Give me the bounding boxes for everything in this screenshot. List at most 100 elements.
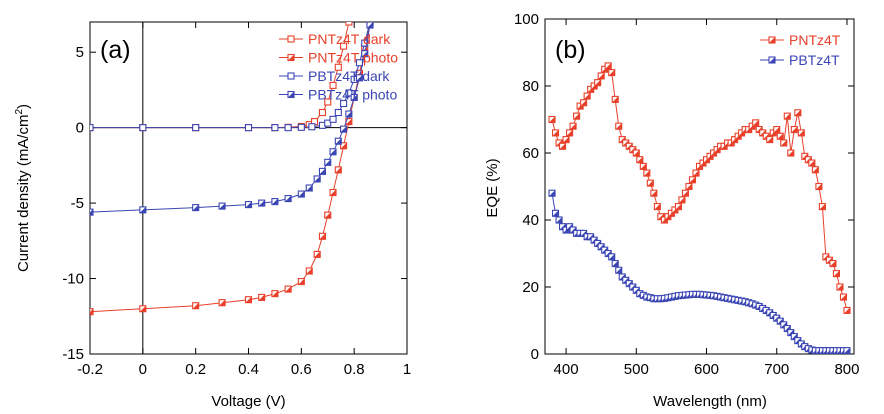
legend-marker [287, 72, 295, 80]
series-pntz4t [548, 62, 851, 315]
data-point [334, 166, 342, 174]
data-point [329, 81, 337, 89]
y-tick-label: -15 [62, 346, 84, 363]
data-point [678, 196, 686, 204]
legend-marker [287, 90, 295, 99]
data-point [340, 99, 348, 108]
panel-a-label: (a) [100, 36, 131, 64]
data-point [611, 95, 619, 103]
y-tick-label: 60 [522, 145, 539, 162]
data-point [674, 203, 682, 211]
data-point [324, 158, 332, 166]
data-point [766, 136, 774, 144]
data-point [559, 142, 567, 150]
data-point [692, 169, 700, 177]
data-point [313, 250, 321, 258]
data-point [608, 253, 616, 261]
panel-a-series [90, 22, 374, 316]
data-point [562, 136, 570, 144]
data-point [297, 278, 305, 286]
legend-marker [287, 35, 295, 43]
panel-b-plot-frame [544, 18, 855, 355]
data-point [361, 50, 369, 58]
data-point [604, 62, 612, 70]
legend-label: PNTz4T photo [308, 50, 398, 66]
data-point [258, 199, 266, 207]
data-point [790, 126, 798, 134]
data-point [548, 115, 556, 124]
data-point [324, 98, 332, 106]
data-point [271, 124, 279, 132]
panel-a-legend: PNTz4T dark PNTz4T photo PBTz4T dark PBTz4T… [279, 31, 398, 103]
data-point [271, 290, 279, 298]
data-point [573, 112, 581, 120]
data-point [218, 202, 226, 210]
data-point [615, 266, 623, 274]
series-line-pntz4t [551, 65, 848, 311]
data-point [324, 211, 332, 219]
legend-entry-pntz4t-photo: PNTz4T photo [279, 50, 398, 66]
legend-entry-pbtz4t-dark: PBTz4T dark [279, 68, 390, 84]
data-point [355, 74, 364, 82]
data-point [653, 203, 661, 211]
data-point [776, 132, 784, 140]
data-point [90, 124, 94, 132]
data-point [305, 267, 313, 275]
data-point [688, 176, 697, 184]
data-point [583, 92, 591, 100]
data-point [284, 285, 292, 293]
data-point [297, 123, 305, 131]
panel-b: 400 500 600 700 800 0 20 40 60 80 100 (b) PNTz4T PB… [484, 11, 859, 410]
y-tick-label: -10 [62, 271, 84, 288]
data-point [192, 124, 200, 132]
data-point [594, 79, 602, 87]
data-point [284, 195, 292, 203]
panel-a-y-axis-label: Current density (mA/cm2) [14, 104, 32, 272]
data-point [681, 189, 690, 197]
panel-b-series [548, 62, 851, 354]
data-point [752, 119, 760, 127]
x-tick-label: 1 [403, 361, 411, 378]
legend-label: PBTz4T [789, 52, 840, 68]
data-point [334, 108, 342, 117]
y-tick-label: 80 [522, 78, 539, 95]
data-point [340, 142, 348, 150]
x-tick-label: 800 [834, 361, 859, 378]
data-point [566, 129, 574, 137]
x-tick-label: 0.2 [185, 361, 206, 378]
data-point [329, 148, 337, 156]
panel-b-ticks: 400 500 600 700 800 0 20 40 60 80 100 [514, 11, 860, 378]
legend-entry-pntz4t-dark: PNTz4T dark [279, 31, 391, 47]
legend-marker [768, 56, 776, 64]
x-tick-label: 500 [624, 361, 649, 378]
x-tick-label: 0.8 [344, 361, 365, 378]
data-point [345, 110, 353, 118]
legend-label: PNTz4T [789, 32, 841, 48]
data-point [780, 139, 788, 147]
data-point [324, 119, 332, 127]
data-point [308, 123, 316, 131]
data-point [643, 169, 651, 177]
data-point [548, 189, 556, 197]
data-point [843, 306, 851, 315]
legend-label: PBTz4T photo [308, 87, 397, 103]
y-tick-label: 0 [531, 346, 539, 363]
data-point [815, 182, 823, 191]
panel-b-x-axis-label: Wavelength (nm) [653, 393, 767, 410]
data-point [636, 156, 644, 164]
data-point [839, 293, 848, 301]
x-tick-label: 0.4 [238, 361, 259, 378]
data-point [305, 184, 313, 192]
data-point [836, 283, 844, 291]
legend-marker [768, 36, 776, 44]
data-point [366, 22, 374, 29]
data-point [555, 216, 563, 224]
data-point [843, 347, 851, 354]
data-point [192, 302, 200, 310]
data-point [580, 99, 588, 107]
data-point [218, 299, 226, 307]
panel-a-ticks: -0.2 0 0.2 0.4 0.6 0.8 1 -15 -10 -5 0 5 [62, 22, 411, 378]
panel-a-y-axis-label-main: Current density (mA/cm [15, 115, 32, 273]
data-point [340, 42, 348, 50]
